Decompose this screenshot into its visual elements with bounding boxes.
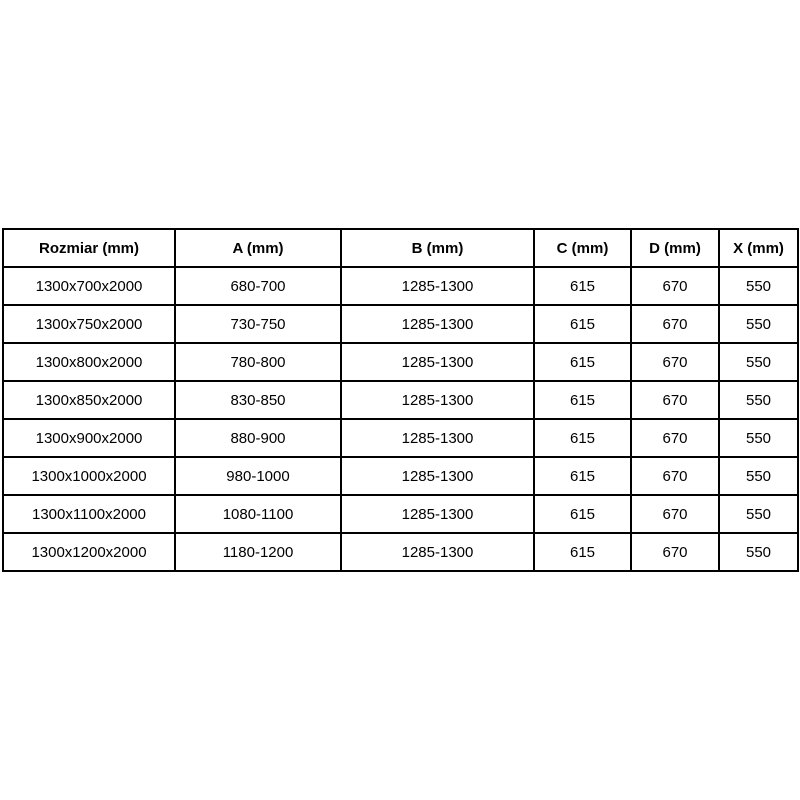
table-row: 1300x700x2000 680-700 1285-1300 615 670 … [2, 266, 799, 306]
cell-a: 980-1000 [174, 456, 342, 496]
cell-d: 670 [630, 532, 720, 572]
cell-b: 1285-1300 [340, 418, 535, 458]
cell-a: 780-800 [174, 342, 342, 382]
cell-d: 670 [630, 418, 720, 458]
cell-b: 1285-1300 [340, 304, 535, 344]
cell-a: 1180-1200 [174, 532, 342, 572]
table-row: 1300x1000x2000 980-1000 1285-1300 615 67… [2, 456, 799, 496]
cell-rozmiar: 1300x850x2000 [2, 380, 176, 420]
cell-c: 615 [533, 266, 632, 306]
cell-x: 550 [718, 266, 799, 306]
table-row: 1300x800x2000 780-800 1285-1300 615 670 … [2, 342, 799, 382]
cell-a: 1080-1100 [174, 494, 342, 534]
header-row: Rozmiar (mm) A (mm) B (mm) C (mm) D (mm)… [2, 228, 799, 268]
cell-b: 1285-1300 [340, 494, 535, 534]
cell-x: 550 [718, 304, 799, 344]
cell-rozmiar: 1300x1000x2000 [2, 456, 176, 496]
cell-c: 615 [533, 494, 632, 534]
column-header-x: X (mm) [718, 228, 799, 268]
cell-b: 1285-1300 [340, 266, 535, 306]
cell-b: 1285-1300 [340, 456, 535, 496]
cell-x: 550 [718, 532, 799, 572]
column-header-rozmiar: Rozmiar (mm) [2, 228, 176, 268]
cell-d: 670 [630, 342, 720, 382]
cell-d: 670 [630, 494, 720, 534]
cell-a: 830-850 [174, 380, 342, 420]
cell-c: 615 [533, 418, 632, 458]
cell-b: 1285-1300 [340, 342, 535, 382]
table-row: 1300x850x2000 830-850 1285-1300 615 670 … [2, 380, 799, 420]
column-header-a: A (mm) [174, 228, 342, 268]
cell-x: 550 [718, 342, 799, 382]
cell-rozmiar: 1300x900x2000 [2, 418, 176, 458]
cell-x: 550 [718, 380, 799, 420]
cell-rozmiar: 1300x700x2000 [2, 266, 176, 306]
cell-b: 1285-1300 [340, 380, 535, 420]
cell-c: 615 [533, 456, 632, 496]
table-row: 1300x1100x2000 1080-1100 1285-1300 615 6… [2, 494, 799, 534]
cell-d: 670 [630, 456, 720, 496]
cell-x: 550 [718, 418, 799, 458]
table-row: 1300x750x2000 730-750 1285-1300 615 670 … [2, 304, 799, 344]
cell-b: 1285-1300 [340, 532, 535, 572]
column-header-d: D (mm) [630, 228, 720, 268]
cell-d: 670 [630, 266, 720, 306]
cell-a: 680-700 [174, 266, 342, 306]
cell-rozmiar: 1300x750x2000 [2, 304, 176, 344]
cell-d: 670 [630, 304, 720, 344]
column-header-b: B (mm) [340, 228, 535, 268]
cell-rozmiar: 1300x1200x2000 [2, 532, 176, 572]
size-spec-table: Rozmiar (mm) A (mm) B (mm) C (mm) D (mm)… [2, 228, 799, 572]
cell-x: 550 [718, 456, 799, 496]
cell-rozmiar: 1300x800x2000 [2, 342, 176, 382]
cell-c: 615 [533, 304, 632, 344]
cell-a: 880-900 [174, 418, 342, 458]
table-row: 1300x900x2000 880-900 1285-1300 615 670 … [2, 418, 799, 458]
cell-d: 670 [630, 380, 720, 420]
cell-rozmiar: 1300x1100x2000 [2, 494, 176, 534]
cell-x: 550 [718, 494, 799, 534]
column-header-c: C (mm) [533, 228, 632, 268]
cell-c: 615 [533, 532, 632, 572]
cell-c: 615 [533, 342, 632, 382]
cell-a: 730-750 [174, 304, 342, 344]
table-row: 1300x1200x2000 1180-1200 1285-1300 615 6… [2, 532, 799, 572]
cell-c: 615 [533, 380, 632, 420]
